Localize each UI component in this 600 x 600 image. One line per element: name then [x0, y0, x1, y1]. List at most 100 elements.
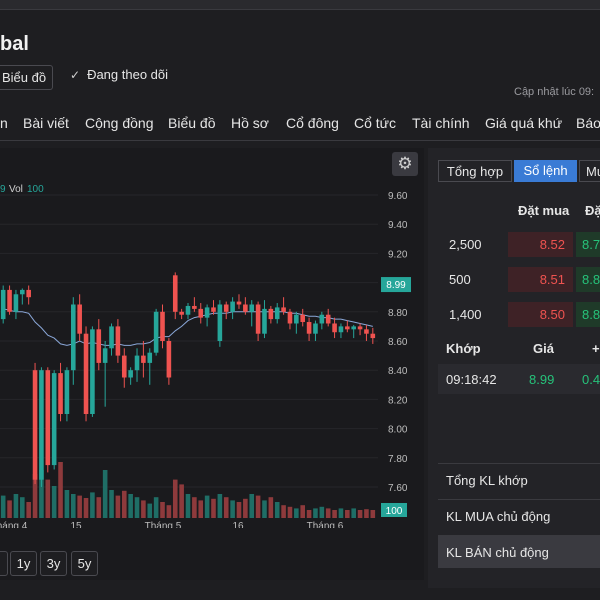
candle-body: [281, 307, 286, 312]
current-price-tag: 8.99: [386, 280, 406, 291]
col-ask: Đặ: [585, 203, 600, 218]
bid-volume: 1,400: [449, 307, 482, 322]
candle-body: [58, 373, 63, 414]
candle-body: [332, 323, 337, 333]
candle-body: [45, 370, 51, 466]
tab-summary[interactable]: Tổng hợp: [438, 160, 512, 182]
main-nav: n Bài viết Cộng đồng Biểu đồ Hồ sơ Cổ đô…: [0, 106, 600, 141]
candle-body: [230, 301, 235, 312]
legend-vol-label: Vol: [9, 184, 23, 195]
nav-item-finance[interactable]: Tài chính: [412, 115, 470, 131]
price-chart[interactable]: 9 Vol 100 9.609.409.209.008.808.608.408.…: [0, 148, 424, 528]
volume-bar: [70, 494, 76, 518]
volume-bar: [249, 494, 255, 518]
range-button-partial[interactable]: [0, 551, 8, 576]
volume-bar: [313, 508, 318, 518]
candle-body: [338, 326, 344, 333]
range-button-1y[interactable]: 1y: [10, 551, 37, 576]
volume-bar: [300, 505, 306, 518]
nav-item-shareholders[interactable]: Cổ đông: [286, 115, 339, 131]
volume-bar: [357, 510, 363, 518]
bid-volume: 2,500: [449, 237, 482, 252]
x-tick-label: Tháng 5: [145, 521, 182, 528]
match-price: 8.99: [529, 372, 555, 387]
order-book-row: 500 8.51 8.8: [438, 264, 600, 294]
volume-bar: [364, 509, 369, 518]
nav-item-chart[interactable]: Biểu đồ: [168, 115, 216, 131]
candle-body: [325, 314, 331, 324]
volume-bar: [128, 494, 133, 518]
candle-body: [345, 326, 350, 330]
summary-label: KL MUA chủ động: [446, 509, 551, 524]
volume-bar: [351, 508, 356, 518]
y-tick-label: 8.00: [388, 425, 408, 436]
candle-body: [274, 307, 280, 320]
y-tick-label: 9.20: [388, 249, 408, 260]
candle-body: [0, 289, 6, 320]
candle-body: [109, 326, 114, 349]
candle-body: [172, 275, 178, 312]
y-tick-label: 8.80: [388, 308, 408, 319]
candle-body: [300, 314, 306, 323]
volume-bar: [64, 490, 70, 518]
candle-body: [96, 329, 102, 363]
legend-prefix: 9: [0, 184, 6, 195]
settings-gear-icon[interactable]: ⚙: [392, 152, 418, 176]
summary-label: KL BÁN chủ động: [446, 545, 549, 560]
legend-vol-value: 100: [27, 184, 44, 195]
candle-body: [223, 304, 229, 312]
nav-item-community[interactable]: Cộng đồng: [85, 115, 154, 131]
candle-body: [287, 311, 293, 324]
nav-item-price-history[interactable]: Giá quá khứ: [485, 115, 563, 131]
volume-bar: [102, 470, 108, 518]
bid-price: 8.50: [508, 302, 573, 327]
volume-bar: [204, 495, 210, 518]
nav-item-profile[interactable]: Hồ sơ: [231, 115, 269, 131]
candle-body: [211, 307, 216, 312]
candle-body: [255, 304, 261, 334]
candle-body: [121, 355, 127, 378]
range-button-5y[interactable]: 5y: [71, 551, 98, 576]
follow-button[interactable]: ✓ Đang theo dõi: [70, 67, 168, 82]
candle-body: [128, 370, 133, 378]
chart-button[interactable]: Biểu đồ: [0, 65, 54, 90]
nav-item-posts[interactable]: Bài viết: [23, 115, 69, 131]
range-button-3y[interactable]: 3y: [40, 551, 67, 576]
candle-body: [166, 341, 172, 378]
candle-body: [160, 311, 165, 341]
candle-body: [83, 333, 89, 414]
nav-item-dividends[interactable]: Cổ tức: [354, 115, 397, 131]
volume-bar: [255, 495, 261, 518]
candle-body: [90, 329, 95, 414]
candle-body: [319, 314, 325, 324]
candle-body: [198, 308, 204, 318]
candle-body: [364, 329, 369, 334]
volume-bar: [287, 506, 293, 518]
page-title: bal: [0, 33, 29, 55]
volume-bar: [153, 497, 159, 518]
candle-body: [185, 305, 191, 315]
volume-bar: [0, 495, 6, 518]
candle-body: [153, 311, 159, 353]
volume-bar: [268, 497, 274, 518]
candle-body: [7, 289, 12, 312]
candle-body: [51, 373, 57, 466]
candle-body: [370, 333, 376, 339]
nav-item-reports[interactable]: Báo: [576, 115, 600, 131]
candle-body: [32, 370, 38, 480]
ask-price: 8.8: [576, 267, 600, 292]
candle-body: [268, 308, 274, 320]
tab-order-book[interactable]: Sổ lệnh: [514, 160, 577, 182]
volume-bar: [192, 497, 197, 518]
candle-body: [204, 307, 210, 318]
volume-bar: [332, 510, 337, 518]
col-change: +: [592, 341, 600, 356]
nav-item-0[interactable]: n: [0, 115, 8, 131]
volume-bar: [172, 479, 178, 518]
candle-body: [313, 323, 318, 334]
updated-timestamp: Cập nhật lúc 09:: [514, 86, 595, 98]
tab-buy[interactable]: Mu: [579, 160, 600, 182]
check-icon: ✓: [70, 68, 81, 82]
volume-bar: [236, 502, 242, 518]
volume-bar: [370, 510, 376, 518]
